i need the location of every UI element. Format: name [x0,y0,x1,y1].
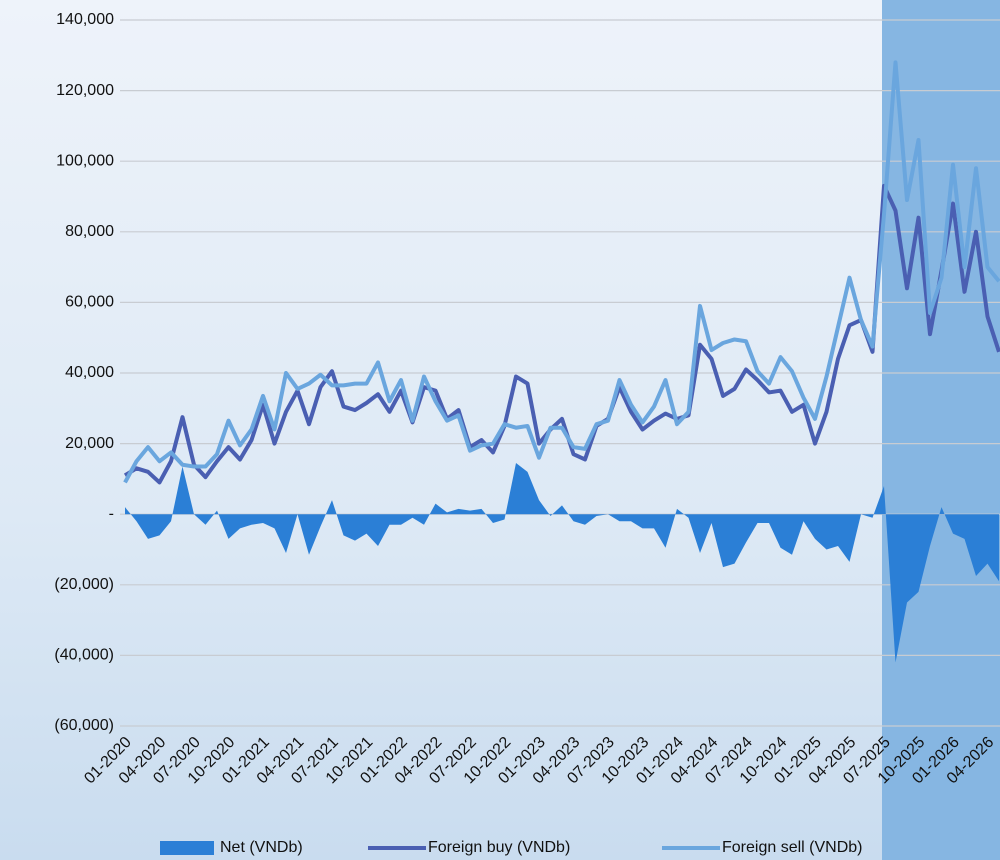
legend-label: Foreign sell (VNDb) [722,839,862,856]
legend-swatch [160,841,214,855]
y-tick-label: - [109,505,114,522]
y-tick-label: 120,000 [56,82,114,99]
y-tick-label: 20,000 [65,435,114,452]
y-tick-label: 60,000 [65,294,114,311]
y-tick-label: (40,000) [54,647,114,664]
line-series [123,183,1000,485]
y-tick-label: 80,000 [65,223,114,240]
legend: Net (VNDb) Foreign buy (VNDb) Foreign sell… [160,839,862,856]
line-series [123,60,1000,484]
legend-label: Foreign buy (VNDb) [428,839,570,856]
plot [123,60,1000,663]
y-tick-label: 100,000 [56,152,114,169]
y-tick-label: 140,000 [56,11,114,28]
y-tick-label: 40,000 [65,364,114,381]
y-tick-label: (20,000) [54,576,114,593]
y-tick-label: (60,000) [54,717,114,734]
legend-label: Net (VNDb) [220,839,303,856]
